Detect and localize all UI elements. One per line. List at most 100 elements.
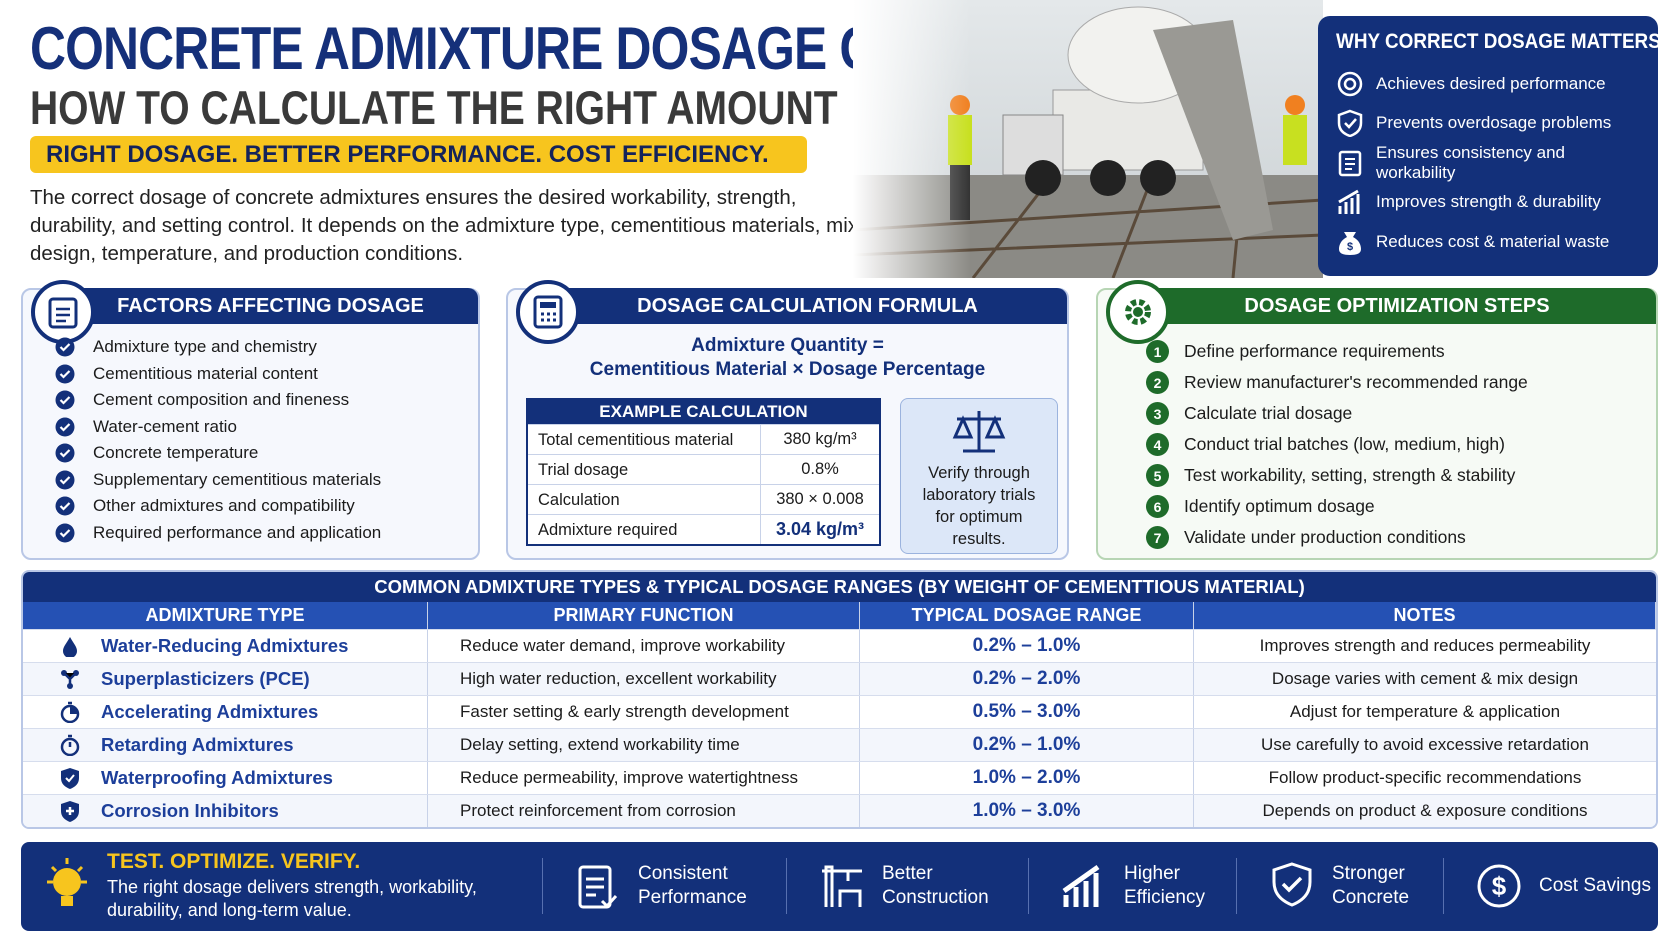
formula-line: Admixture Quantity = bbox=[691, 335, 884, 356]
check-icon-wrap bbox=[55, 496, 75, 516]
type-icon-wrap bbox=[59, 767, 81, 789]
type-icon-wrap bbox=[59, 800, 81, 822]
factor-text: Admixture type and chemistry bbox=[93, 337, 317, 357]
note-box: Verify through laboratory trials for opt… bbox=[900, 398, 1058, 554]
factor-item: Water-cement ratio bbox=[55, 414, 381, 441]
step-text: Test workability, setting, strength & st… bbox=[1184, 465, 1516, 485]
bulb-icon bbox=[47, 858, 87, 906]
type-name: Retarding Admixtures bbox=[101, 734, 294, 755]
check-icon bbox=[55, 364, 75, 384]
table-row: Waterproofing Admixtures Reduce permeabil… bbox=[23, 762, 1656, 795]
example-value: 380 kg/m³ bbox=[783, 430, 857, 448]
function: Faster setting & early strength developm… bbox=[460, 702, 789, 721]
example-label: Total cementitious material bbox=[528, 425, 761, 454]
factor-text: Required performance and application bbox=[93, 522, 382, 542]
check-icon-wrap bbox=[55, 523, 75, 543]
step-number: 7 bbox=[1146, 526, 1169, 549]
check-icon bbox=[55, 390, 75, 410]
why-icon-wrap: $ bbox=[1336, 228, 1376, 256]
check-icon bbox=[55, 496, 75, 516]
formula-icon bbox=[516, 280, 580, 344]
formula-panel: DOSAGE CALCULATION FORMULA Admixture Qua… bbox=[506, 280, 1069, 560]
why-item: Prevents overdosage problems bbox=[1336, 104, 1640, 144]
factor-item: Other admixtures and compatibility bbox=[55, 493, 381, 520]
example-row: Calculation 380 × 0.008 bbox=[528, 484, 879, 514]
why-icon-wrap bbox=[1336, 188, 1376, 216]
example-row: Admixture required 3.04 kg/m³ bbox=[528, 514, 879, 544]
admixture-table: COMMON ADMIXTURE TYPES & TYPICAL DOSAGE … bbox=[21, 570, 1658, 829]
why-item: Improves strength & durability bbox=[1336, 183, 1640, 223]
svg-text:$: $ bbox=[1492, 871, 1507, 901]
table-cell: Use carefully to avoid excessive retarda… bbox=[1194, 729, 1656, 761]
table-cell: Superplasticizers (PCE) bbox=[23, 663, 428, 695]
benefit-icon bbox=[1062, 864, 1100, 907]
note: Use carefully to avoid excessive retarda… bbox=[1261, 735, 1589, 754]
type-icon bbox=[61, 801, 79, 822]
separator bbox=[786, 858, 787, 914]
why-item: Achieves desired performance bbox=[1336, 64, 1640, 104]
separator bbox=[542, 858, 543, 914]
type-name: Accelerating Admixtures bbox=[101, 701, 319, 722]
table-header-row: ADMIXTURE TYPE PRIMARY FUNCTION TYPICAL DO… bbox=[23, 602, 1656, 630]
tagline: RIGHT DOSAGE. BETTER PERFORMANCE. COST E… bbox=[30, 136, 807, 173]
note: Dosage varies with cement & mix design bbox=[1271, 669, 1579, 688]
factors-panel: FACTORS AFFECTING DOSAGE Admixture type … bbox=[21, 280, 480, 560]
benefit-icon-wrap bbox=[574, 861, 622, 911]
table-header: NOTES bbox=[1194, 602, 1656, 629]
example-label: Admixture required bbox=[528, 515, 761, 544]
why-title: WHY CORRECT DOSAGE MATTERS? bbox=[1336, 30, 1672, 53]
table-cell: Protect reinforcement from corrosion bbox=[428, 795, 860, 827]
factors-list: Admixture type and chemistry Cementitious… bbox=[55, 334, 381, 546]
table-cell: Adjust for temperature & application bbox=[1194, 696, 1656, 728]
separator bbox=[1236, 858, 1237, 914]
note: Adjust for temperature & application bbox=[1289, 702, 1561, 721]
table-cell: 1.0% – 3.0% bbox=[860, 795, 1194, 827]
benefit: Stronger Concrete bbox=[1268, 854, 1450, 918]
step-number: 6 bbox=[1146, 495, 1169, 518]
svg-text:$: $ bbox=[1347, 241, 1353, 253]
benefit-text: Better Construction bbox=[882, 863, 989, 908]
why-text: Improves strength & durability bbox=[1376, 192, 1601, 212]
function: High water reduction, excellent workabil… bbox=[460, 669, 777, 688]
benefit-text: Consistent Performance bbox=[638, 863, 747, 908]
type-icon-wrap bbox=[59, 635, 81, 657]
benefit: $ Cost Savings bbox=[1475, 854, 1657, 918]
function: Protect reinforcement from corrosion bbox=[460, 801, 736, 820]
why-panel: WHY CORRECT DOSAGE MATTERS? Achieves des… bbox=[1318, 16, 1672, 276]
table-row: Corrosion Inhibitors Protect reinforcemen… bbox=[23, 795, 1656, 827]
table-cell: 0.2% – 2.0% bbox=[860, 663, 1194, 695]
dosage-range: 0.2% – 1.0% bbox=[972, 734, 1081, 755]
why-icon: $ bbox=[1339, 231, 1361, 255]
check-icon-wrap bbox=[55, 364, 75, 384]
check-icon bbox=[55, 470, 75, 490]
type-icon bbox=[60, 734, 80, 756]
factor-item: Concrete temperature bbox=[55, 440, 381, 467]
step-text: Calculate trial dosage bbox=[1184, 403, 1353, 423]
step-number: 4 bbox=[1146, 433, 1169, 456]
step-text: Identify optimum dosage bbox=[1184, 496, 1375, 516]
table-cell: Faster setting & early strength developm… bbox=[428, 696, 860, 728]
type-icon-wrap bbox=[59, 734, 81, 756]
example-table: EXAMPLE CALCULATION Total cementitious m… bbox=[526, 398, 881, 546]
benefit-text: Higher Efficiency bbox=[1124, 863, 1205, 908]
benefit-icon-wrap bbox=[818, 861, 866, 911]
example-row: Total cementitious material 380 kg/m³ bbox=[528, 424, 879, 454]
function: Reduce water demand, improve workability bbox=[460, 636, 786, 655]
benefit: Consistent Performance bbox=[574, 854, 756, 918]
function: Reduce permeability, improve watertightn… bbox=[460, 768, 798, 787]
table-row: Water-Reducing Admixtures Reduce water de… bbox=[23, 630, 1656, 663]
type-icon bbox=[60, 701, 80, 723]
why-icon-wrap bbox=[1336, 149, 1376, 177]
table-cell: 1.0% – 2.0% bbox=[860, 762, 1194, 794]
table-row: Retarding Admixtures Delay setting, exten… bbox=[23, 729, 1656, 762]
type-name: Superplasticizers (PCE) bbox=[101, 668, 310, 689]
check-icon bbox=[55, 523, 75, 543]
factor-item: Supplementary cementitious materials bbox=[55, 467, 381, 494]
table-header: ADMIXTURE TYPE bbox=[23, 602, 428, 629]
table-cell: Waterproofing Admixtures bbox=[23, 762, 428, 794]
benefit-icon-wrap: $ bbox=[1475, 861, 1523, 911]
title: CONCRETE ADMIXTURE DOSAGE GUIDE: bbox=[30, 15, 1010, 82]
formula-title: DOSAGE CALCULATION FORMULA bbox=[548, 288, 1067, 324]
note: Depends on product & exposure conditions bbox=[1262, 801, 1588, 820]
table-cell: Corrosion Inhibitors bbox=[23, 795, 428, 827]
